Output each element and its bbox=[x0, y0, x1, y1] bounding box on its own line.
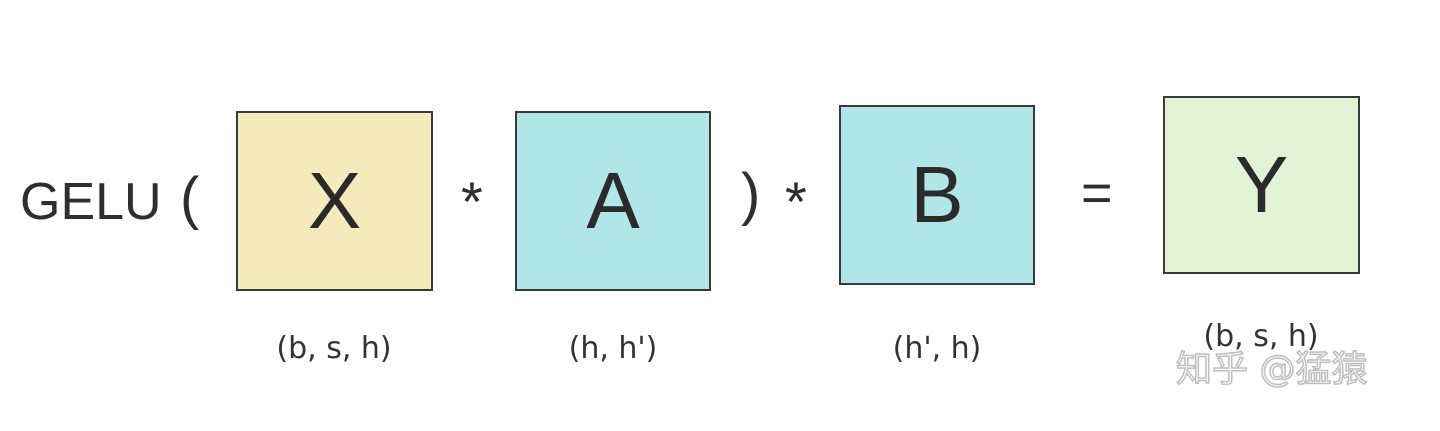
multiply-sign-1: * bbox=[461, 170, 483, 233]
matrix-x-letter: X bbox=[307, 156, 362, 245]
equals-sign: = bbox=[1081, 163, 1113, 223]
matrix-a-letter: A bbox=[586, 156, 640, 245]
matrix-a-shape: (h, h') bbox=[568, 331, 658, 366]
matrix-a-box: A bbox=[515, 111, 711, 291]
matrix-b-letter: B bbox=[910, 150, 964, 239]
matrix-y-letter: Y bbox=[1234, 140, 1289, 229]
multiply-sign-2: * bbox=[785, 170, 807, 233]
watermark-text: 知乎 @猛猿 bbox=[1175, 349, 1368, 390]
gelu-label: GELU bbox=[20, 173, 162, 231]
matrix-b-box: B bbox=[839, 105, 1035, 285]
open-paren: ( bbox=[180, 166, 200, 231]
matrix-x-shape: (b, s, h) bbox=[276, 331, 392, 366]
matrix-x-box: X bbox=[236, 111, 433, 291]
matrix-b-shape: (h', h) bbox=[892, 331, 982, 366]
matrix-y-shape: (b, s, h) bbox=[1203, 319, 1319, 354]
matrix-y-box: Y bbox=[1163, 96, 1360, 274]
close-paren: ) bbox=[741, 162, 761, 227]
